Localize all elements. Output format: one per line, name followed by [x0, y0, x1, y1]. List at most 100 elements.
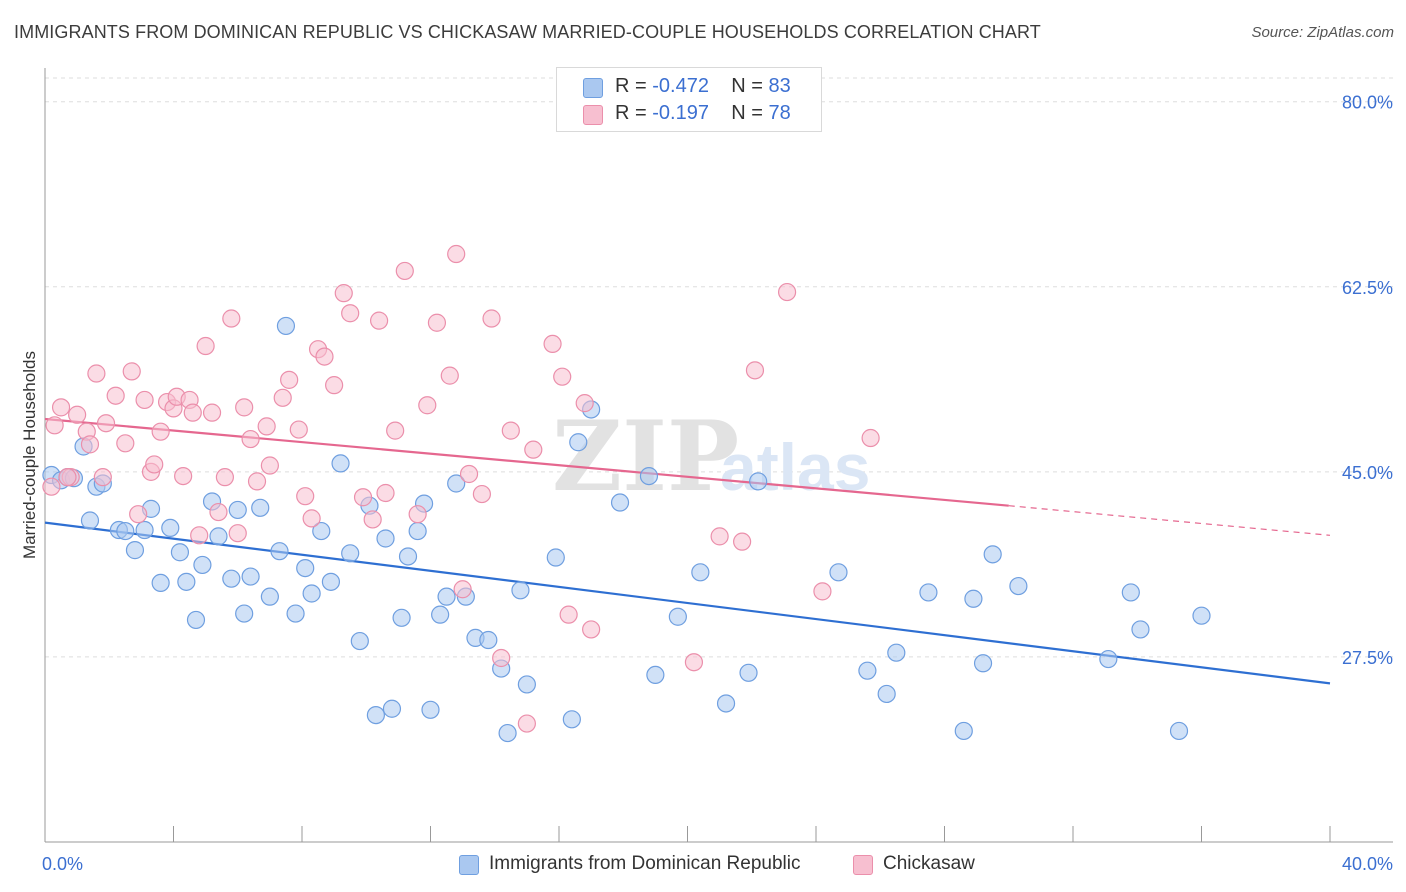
point-chickasaw: [174, 466, 193, 486]
point-chickasaw: [524, 440, 543, 459]
y-tick-label: 27.5%: [1342, 648, 1393, 668]
point-chickasaw: [135, 390, 154, 410]
point-chickasaw: [517, 714, 536, 733]
point-dominican: [668, 607, 687, 626]
point-dominican: [919, 583, 938, 602]
point-dominican: [431, 605, 450, 624]
point-dominican: [376, 529, 395, 548]
legend-r-value: -0.197: [652, 102, 709, 124]
point-dominican: [858, 661, 877, 680]
point-chickasaw: [151, 422, 170, 441]
point-chickasaw: [116, 434, 135, 453]
watermark: ZIP atlas: [552, 400, 870, 513]
point-chickasaw: [289, 420, 308, 439]
y-tick-label: 45.0%: [1342, 463, 1393, 483]
point-dominican: [177, 572, 196, 591]
point-dominican: [1099, 649, 1118, 669]
point-chickasaw: [733, 532, 752, 551]
axis-layer: [44, 68, 1393, 843]
legend-r-value: -0.472: [652, 75, 709, 97]
point-dominican: [639, 466, 659, 486]
point-dominican: [366, 705, 385, 725]
point-chickasaw: [235, 398, 254, 417]
watermark-atlas: atlas: [720, 430, 870, 504]
point-dominican: [80, 511, 100, 530]
point-chickasaw: [482, 309, 501, 328]
point-dominican: [964, 589, 983, 608]
trendline-dashed-chickasaw: [1008, 505, 1331, 536]
point-chickasaw: [447, 244, 466, 264]
point-chickasaw: [80, 435, 100, 454]
legend-n-label: N =: [731, 75, 763, 97]
point-chickasaw: [427, 313, 447, 332]
label-layer: 27.5% 45.0% 62.5% 80.0% 0.0% 40.0% Married-cou…: [20, 93, 1393, 874]
point-chickasaw: [215, 468, 234, 487]
point-dominican: [341, 544, 360, 563]
point-chickasaw: [559, 605, 578, 624]
point-dominican: [739, 663, 758, 682]
points-layer: [42, 244, 1211, 743]
point-chickasaw: [273, 388, 292, 407]
point-dominican: [749, 472, 768, 491]
point-dominican: [646, 665, 665, 685]
point-chickasaw: [145, 455, 164, 474]
point-chickasaw: [492, 648, 511, 668]
point-dominican: [241, 567, 260, 586]
point-chickasaw: [325, 376, 344, 395]
point-dominican: [276, 316, 296, 336]
point-chickasaw: [58, 468, 77, 487]
point-chickasaw: [93, 468, 112, 487]
point-chickasaw: [315, 347, 334, 366]
point-chickasaw: [260, 456, 279, 475]
point-dominican: [382, 699, 402, 718]
point-chickasaw: [353, 488, 373, 507]
legend-label-dominican: Immigrants from Dominican Republic: [489, 853, 801, 874]
point-dominican: [350, 631, 369, 651]
legend-r-label: R =: [615, 75, 647, 97]
legend-r-label: R =: [615, 102, 647, 124]
point-chickasaw: [183, 403, 202, 422]
point-chickasaw: [395, 261, 414, 281]
point-chickasaw: [501, 421, 520, 440]
point-dominican: [511, 581, 530, 600]
point-chickasaw: [861, 428, 880, 448]
point-chickasaw: [280, 370, 299, 389]
point-chickasaw: [228, 524, 247, 543]
point-chickasaw: [241, 429, 260, 449]
point-dominican: [222, 569, 241, 588]
point-dominican: [270, 542, 289, 561]
point-dominican: [170, 543, 190, 562]
point-dominican: [1169, 721, 1189, 741]
point-dominican: [569, 433, 588, 452]
y-tick-label: 62.5%: [1342, 278, 1393, 298]
point-dominican: [421, 700, 440, 719]
point-chickasaw: [543, 334, 562, 354]
point-chickasaw: [408, 505, 427, 524]
point-dominican: [479, 630, 498, 650]
legend-swatch-blue: [459, 855, 479, 875]
legend-swatch-pink: [583, 105, 603, 125]
x-tick-label: 40.0%: [1342, 854, 1393, 874]
point-dominican: [296, 558, 315, 578]
point-chickasaw: [202, 403, 222, 422]
point-chickasaw: [334, 284, 353, 303]
legend-swatch-pink: [853, 855, 873, 875]
point-chickasaw: [459, 464, 479, 484]
point-dominican: [437, 587, 456, 606]
point-dominican: [1009, 576, 1028, 596]
point-dominican: [887, 643, 906, 662]
point-dominican: [135, 520, 154, 540]
point-chickasaw: [122, 362, 141, 381]
point-chickasaw: [376, 483, 395, 503]
point-chickasaw: [777, 282, 797, 302]
point-dominican: [983, 545, 1002, 564]
point-dominican: [228, 500, 247, 520]
point-chickasaw: [257, 417, 276, 436]
point-chickasaw: [341, 304, 360, 323]
point-chickasaw: [684, 653, 704, 672]
point-chickasaw: [247, 472, 267, 491]
point-chickasaw: [418, 396, 437, 415]
point-chickasaw: [129, 505, 148, 524]
point-chickasaw: [575, 394, 594, 413]
point-chickasaw: [745, 361, 765, 380]
